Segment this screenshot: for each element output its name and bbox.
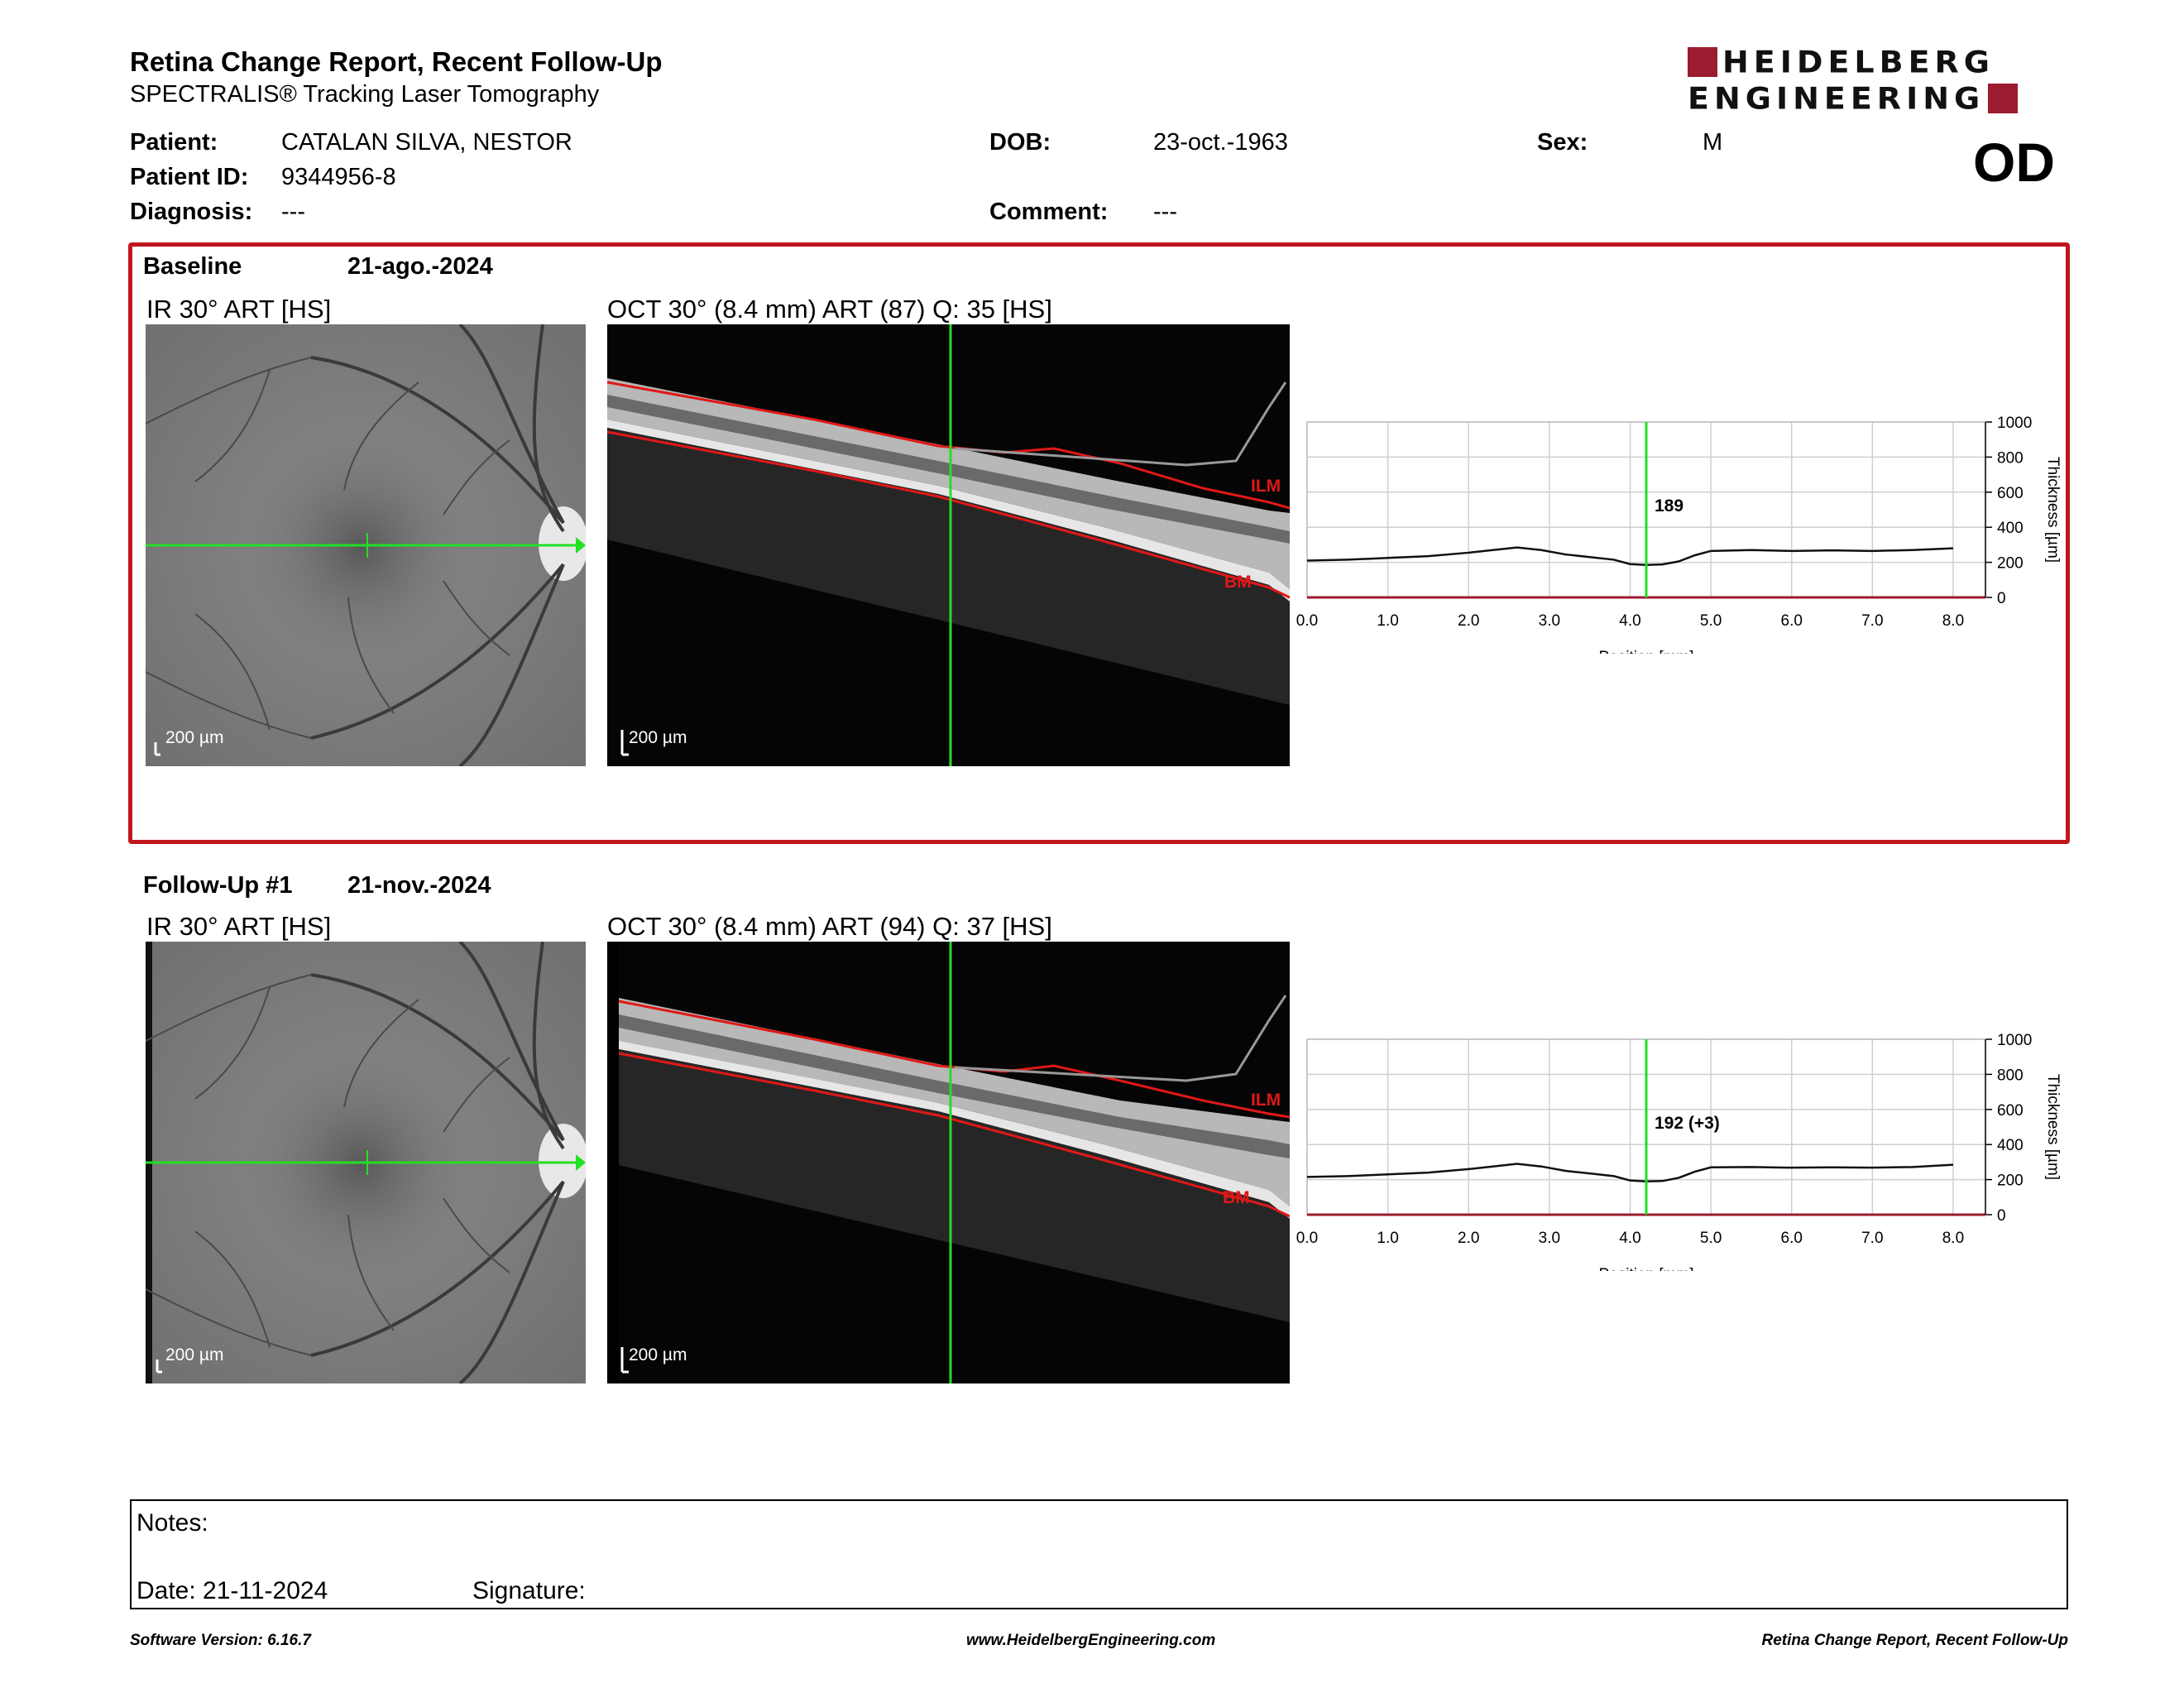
eye-label: OD <box>1973 132 2055 193</box>
baseline-x-axis-label: Position [mm] <box>1598 649 1693 654</box>
dob-label: DOB: <box>989 129 1051 156</box>
sex-value: M <box>1703 129 1723 156</box>
followup-y-tick-label: 0 <box>1997 1207 2006 1225</box>
baseline-x-tick-label: 4.0 <box>1619 612 1640 630</box>
logo-square-icon <box>1988 84 2019 113</box>
followup-ilm-label: ILM <box>1251 1091 1281 1110</box>
followup-oct-scale: 200 µm <box>629 1345 687 1364</box>
baseline-date: 21-ago.-2024 <box>347 253 493 280</box>
heidelberg-logo: HEIDELBERG ENGINEERING <box>1688 46 2068 115</box>
baseline-x-tick-label: 5.0 <box>1700 612 1722 630</box>
baseline-ir-scale: 200 µm <box>165 728 224 747</box>
baseline-y-tick-label: 1000 <box>1997 415 2032 432</box>
baseline-ir-image <box>146 324 586 766</box>
baseline-x-tick-label: 6.0 <box>1781 612 1803 630</box>
baseline-y-tick-label: 0 <box>1997 590 2006 607</box>
followup-date: 21-nov.-2024 <box>347 872 491 899</box>
followup-y-tick-label: 600 <box>1997 1102 2024 1120</box>
patient-label: Patient: <box>130 129 218 156</box>
followup-x-tick-label: 8.0 <box>1942 1230 1964 1247</box>
footer-software-version: Software Version: 6.16.7 <box>130 1632 311 1649</box>
logo-line-2: ENGINEERING <box>1688 81 2019 116</box>
sex-label: Sex: <box>1537 129 1588 156</box>
followup-x-tick-label: 7.0 <box>1861 1230 1883 1247</box>
logo-square-icon <box>1688 47 1717 77</box>
followup-ir-label: IR 30° ART [HS] <box>146 912 332 941</box>
followup-y-tick-label: 400 <box>1997 1137 2024 1154</box>
footer-report-name: Retina Change Report, Recent Follow-Up <box>1761 1632 2068 1649</box>
followup-y-tick-label: 1000 <box>1997 1032 2032 1049</box>
baseline-x-tick-label: 3.0 <box>1539 612 1560 630</box>
logo-line-1: HEIDELBERG <box>1688 46 1995 79</box>
followup-ir-scale: 200 µm <box>165 1345 224 1364</box>
baseline-oct-image <box>607 324 1290 766</box>
baseline-thickness-line <box>1306 546 1954 567</box>
followup-y-tick-label: 800 <box>1997 1067 2024 1084</box>
baseline-thickness-chart: 0.0 1.0 2.0 3.0 4.0 5.0 6.0 7.0 8.0 0 200 400 600 800… <box>1296 415 2062 654</box>
followup-x-tick-label: 4.0 <box>1619 1230 1640 1247</box>
followup-marker-label: 192 (+3) <box>1655 1114 1720 1133</box>
followup-oct-image <box>607 942 1290 1383</box>
baseline-y-tick-label: 800 <box>1997 449 2024 467</box>
dob-value: 23-oct.-1963 <box>1153 129 1288 156</box>
diagnosis-label: Diagnosis: <box>130 199 253 225</box>
patient-id-label: Patient ID: <box>130 164 249 190</box>
followup-y-tick-label: 200 <box>1997 1172 2024 1190</box>
followup-thickness-chart: 0.0 1.0 2.0 3.0 4.0 5.0 6.0 7.0 8.0 0 200 400 600 800… <box>1296 1032 2062 1271</box>
patient-id-value: 9344956-8 <box>281 164 396 190</box>
followup-y-axis-label: Thickness [µm] <box>2044 1074 2062 1180</box>
followup-oct-label: OCT 30° (8.4 mm) ART (94) Q: 37 [HS] <box>607 912 1052 941</box>
report-subtitle: SPECTRALIS® Tracking Laser Tomography <box>130 81 600 108</box>
baseline-y-axis-label: Thickness [µm] <box>2044 457 2062 563</box>
baseline-oct-scale: 200 µm <box>629 728 687 747</box>
baseline-panel-border <box>128 242 2070 844</box>
followup-label: Follow-Up #1 <box>143 872 293 899</box>
signature-label: Signature: <box>472 1577 586 1604</box>
baseline-x-tick-label: 7.0 <box>1861 612 1883 630</box>
baseline-x-tick-label: 8.0 <box>1942 612 1964 630</box>
followup-x-tick-label: 3.0 <box>1539 1230 1560 1247</box>
notes-box: Notes: Date: 21-11-2024 Signature: <box>130 1499 2068 1609</box>
notes-date: Date: 21-11-2024 <box>136 1577 328 1604</box>
followup-x-tick-label: 0.0 <box>1296 1230 1318 1247</box>
baseline-marker-label: 189 <box>1655 496 1684 516</box>
baseline-x-tick-label: 1.0 <box>1377 612 1398 630</box>
followup-bm-label: BM <box>1223 1188 1250 1207</box>
report-title: Retina Change Report, Recent Follow-Up <box>130 46 663 77</box>
baseline-ir-label: IR 30° ART [HS] <box>146 295 332 324</box>
comment-label: Comment: <box>989 199 1109 225</box>
followup-x-tick-label: 2.0 <box>1458 1230 1479 1247</box>
comment-value: --- <box>1153 199 1177 225</box>
baseline-ilm-label: ILM <box>1251 477 1281 496</box>
baseline-y-tick-label: 200 <box>1997 555 2024 573</box>
logo-text-1: HEIDELBERG <box>1722 45 1995 79</box>
baseline-bm-label: BM <box>1224 573 1252 592</box>
baseline-y-tick-label: 400 <box>1997 520 2024 537</box>
followup-thickness-line <box>1306 1163 1954 1182</box>
followup-ir-image <box>146 942 586 1383</box>
followup-x-tick-label: 1.0 <box>1377 1230 1398 1247</box>
footer-website: www.HeidelbergEngineering.com <box>966 1632 1216 1649</box>
baseline-y-tick-label: 600 <box>1997 485 2024 502</box>
baseline-oct-label: OCT 30° (8.4 mm) ART (87) Q: 35 [HS] <box>607 295 1052 324</box>
followup-x-axis-label: Position [mm] <box>1598 1266 1693 1271</box>
followup-x-tick-label: 6.0 <box>1781 1230 1803 1247</box>
baseline-label: Baseline <box>143 253 242 280</box>
patient-value: CATALAN SILVA, NESTOR <box>281 129 572 156</box>
followup-x-tick-label: 5.0 <box>1700 1230 1722 1247</box>
baseline-x-tick-label: 2.0 <box>1458 612 1479 630</box>
diagnosis-value: --- <box>281 199 305 225</box>
logo-text-2: ENGINEERING <box>1688 81 1985 116</box>
notes-label: Notes: <box>136 1509 208 1537</box>
baseline-x-tick-label: 0.0 <box>1296 612 1318 630</box>
